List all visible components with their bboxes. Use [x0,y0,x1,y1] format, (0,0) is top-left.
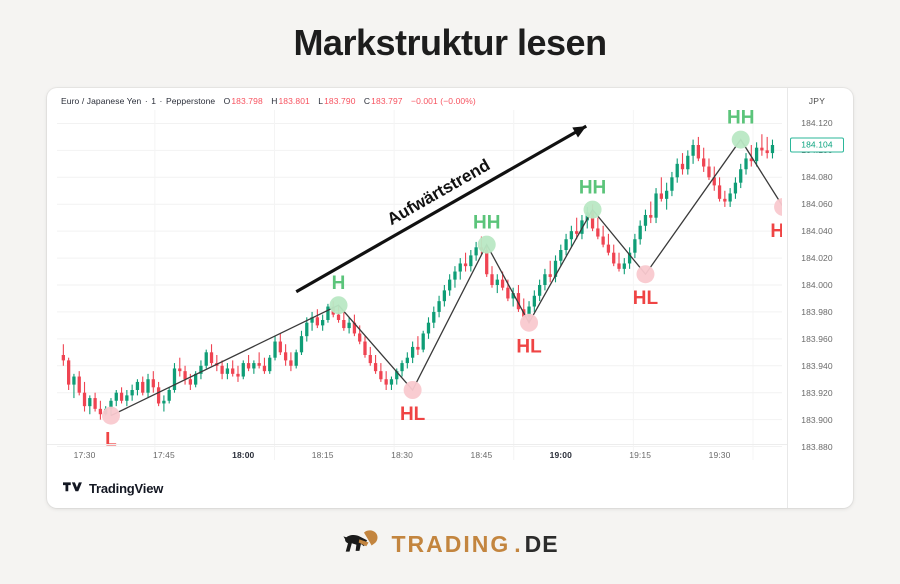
time-tick: 19:00 [549,450,572,460]
legend-change: −0.001 (−0.00%) [411,96,476,106]
swing-label-l: L [105,430,117,451]
price-tick: 184.000 [801,280,833,290]
price-tick: 184.080 [801,172,833,183]
tradingview-logo-icon [63,482,82,492]
time-axis[interactable]: 17:30 17:45 18:00 18:15 18:30 18:45 19:00 19:15… [47,444,787,464]
legend-open-key: O [223,96,231,106]
legend-close-key: C [363,96,371,106]
time-tick: 18:30 [391,450,413,460]
swing-label-hl: HL [400,404,426,425]
chart-legend: Euro / Japanese Yen · 1 · Pepperstone O1… [61,96,477,106]
legend-sep-2: · [159,96,163,106]
brand-footer: TRADING . DE [0,528,900,560]
swing-label-hl: HL [516,337,542,358]
legend-open-value: 183.798 [231,96,263,106]
price-tick: 183.900 [801,414,833,425]
current-price-badge: 184.104 [790,137,844,153]
price-axis-unit: JPY [808,96,826,106]
time-tick: 18:45 [470,450,493,460]
legend-exchange: Pepperstone [165,96,216,106]
trend-arrow-annotation: Aufwärtstrend [295,124,588,294]
price-tick: 184.120 [801,118,833,129]
price-tick: 183.880 [801,441,833,452]
legend-sep-1: · [144,96,148,106]
time-tick: 19:15 [629,450,652,460]
swing-label-h: H [332,273,346,294]
page-title: Markstruktur lesen [293,22,607,63]
time-tick: 18:00 [232,450,255,460]
time-tick: 17:30 [73,450,96,460]
swing-label-hh: HH [473,213,500,234]
candlestick-svg[interactable]: L H HL HH HL HH HL HH HL Aufwärtstrend [57,110,782,460]
candles-group [61,134,775,420]
brand-word: TRADING [391,530,511,557]
price-tick: 183.940 [801,360,833,371]
time-tick: 18:15 [311,450,334,460]
legend-symbol: Euro / Japanese Yen [61,96,142,106]
legend-low-key: L [318,96,324,106]
legend-close-value: 183.797 [371,96,403,106]
price-tick: 184.060 [801,199,833,210]
swing-label-hl: HL [633,288,659,309]
legend-high-value: 183.801 [278,96,310,106]
price-tick: 183.980 [801,306,833,317]
brand-dot: . [514,530,521,557]
price-tick: 183.960 [801,333,833,344]
legend-interval: 1 [151,96,157,106]
swing-markers-group: L H HL HH HL HH HL HH HL [101,110,782,451]
swing-label-hl: HL [770,221,782,242]
price-tick: 183.920 [801,387,833,398]
chart-card: Euro / Japanese Yen · 1 · Pepperstone O1… [47,88,853,508]
price-axis[interactable]: JPY 184.120184.100184.080184.060184.0401… [787,88,853,508]
legend-low-value: 183.790 [324,96,356,106]
swing-label-hh: HH [579,178,606,199]
price-tick: 184.020 [801,253,833,264]
legend-high-key: H [271,96,278,106]
tradingview-attribution[interactable]: TradingView [63,481,163,496]
price-tick: 184.040 [801,226,833,237]
time-tick: 17:45 [153,450,175,460]
tradingview-label: TradingView [89,481,164,496]
candlestick-plot[interactable]: L H HL HH HL HH HL HH HL Aufwärtstrend [57,110,782,460]
swing-label-hh: HH [727,110,754,129]
gridlines [57,110,782,460]
bull-logo-icon [343,530,378,552]
brand-tld: DE [524,530,559,557]
time-tick: 19:30 [708,450,731,460]
